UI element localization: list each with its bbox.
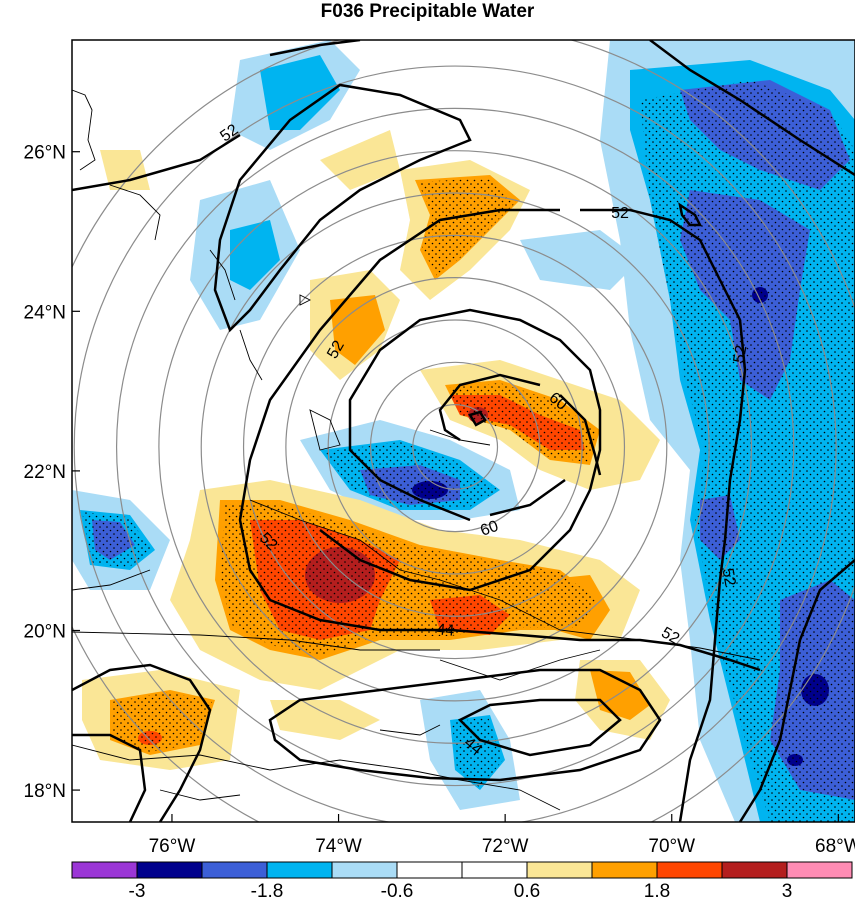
lat-tick-label: 26°N	[24, 143, 66, 164]
colorbar-swatch	[266, 861, 333, 879]
contour-label: 44	[436, 621, 455, 639]
colorbar-label: -3	[129, 881, 146, 900]
map-plot-area: 52 52 52 60 60 52 52 52 44 52 44	[72, 40, 855, 822]
colorbar-label: -0.6	[381, 881, 414, 900]
range-ring	[242, 234, 668, 660]
range-ring	[115, 107, 795, 787]
lon-tick-label: 76°W	[149, 836, 196, 857]
colorbar-swatch	[656, 861, 723, 879]
pw-contours	[72, 40, 855, 822]
lat-tick-label: 20°N	[24, 621, 66, 642]
colorbar: -3 -1.8 -0.6 0.6 1.8 3	[71, 861, 853, 900]
colorbar-swatch	[71, 861, 138, 879]
contour-label: 60	[478, 518, 501, 540]
colorbar-swatch	[526, 861, 593, 879]
colorbar-swatch	[136, 861, 203, 879]
lat-tick-label: 24°N	[24, 302, 66, 323]
colorbar-swatch	[201, 861, 268, 879]
longitude-axis: 76°W 74°W 72°W 70°W 68°W	[149, 814, 855, 857]
contour-label: 52	[731, 344, 751, 365]
lon-tick-label: 74°W	[315, 836, 362, 857]
colorbar-swatch	[786, 861, 853, 879]
lat-tick-label: 18°N	[24, 781, 66, 802]
colorbar-swatch	[396, 861, 463, 879]
colorbar-swatch	[591, 861, 658, 879]
colorbar-label: 0.6	[514, 881, 540, 900]
range-ring	[73, 65, 837, 822]
lon-tick-label: 70°W	[648, 836, 695, 857]
latitude-axis: 26°N 24°N 22°N 20°N 18°N	[24, 143, 80, 802]
range-ring	[158, 150, 753, 744]
colorbar-swatch	[461, 861, 528, 879]
lon-tick-label: 68°W	[815, 836, 855, 857]
contour-label: 52	[324, 338, 348, 362]
contour-label: 52	[658, 624, 682, 648]
range-ring	[369, 361, 541, 533]
range-ring	[285, 277, 626, 617]
colorbar-label: -1.8	[251, 881, 284, 900]
range-ring	[327, 319, 583, 575]
colorbar-label: 3	[782, 881, 793, 900]
lon-tick-label: 72°W	[482, 836, 529, 857]
contour-label: 52	[611, 205, 629, 222]
plot-frame	[71, 39, 855, 823]
range-ring	[200, 192, 710, 702]
range-rings	[72, 40, 855, 822]
colorbar-swatch	[331, 861, 398, 879]
chart-title: F036 Precipitable Water	[320, 1, 535, 22]
range-ring	[412, 404, 499, 490]
colorbar-label: 1.8	[644, 881, 670, 900]
lat-tick-label: 22°N	[24, 462, 66, 483]
colorbar-swatch	[721, 861, 788, 879]
contour-label: 52	[719, 567, 739, 588]
